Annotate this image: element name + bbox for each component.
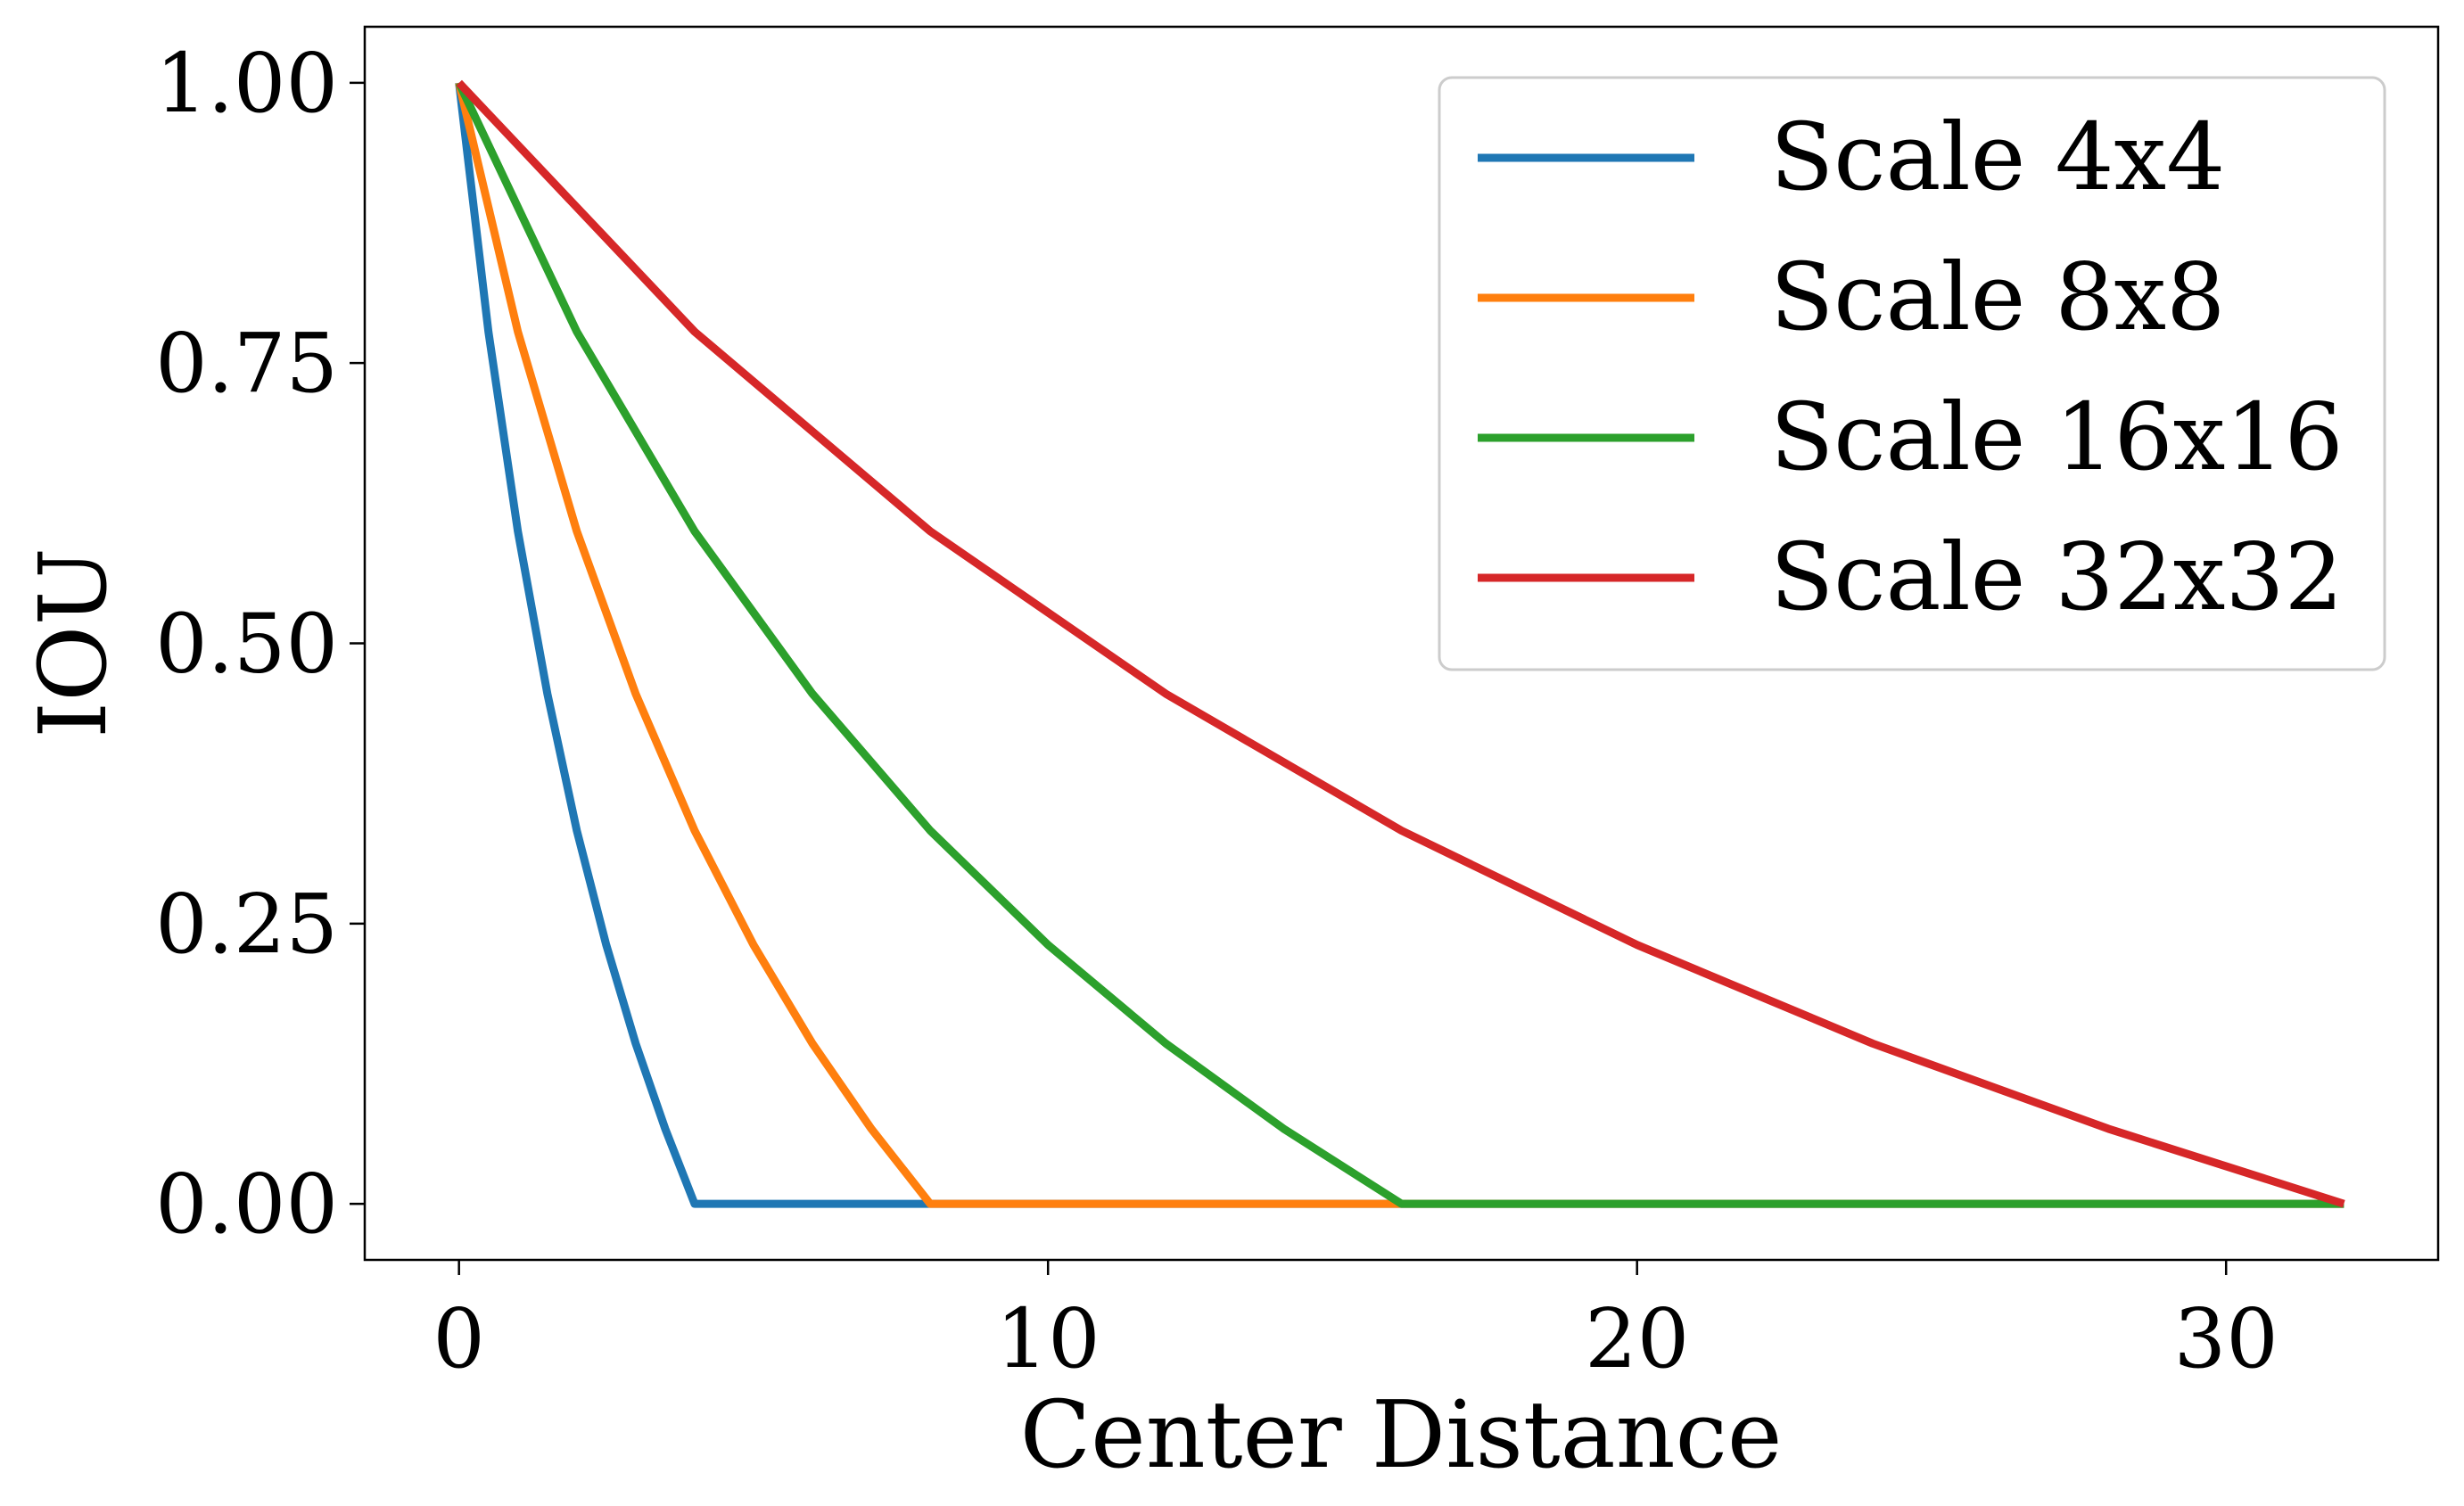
- legend-frame: [1438, 76, 2386, 671]
- series-line-2: [455, 81, 2345, 1208]
- series-line-3: [455, 80, 2345, 1208]
- legend: Scale 4x4 Scale 8x8 Scale 16x16 Scale 32x32: [1438, 76, 2386, 671]
- x-axis-title: Center Distance: [1020, 1380, 1783, 1489]
- x-tick-label: 30: [2174, 1291, 2279, 1387]
- x-tick-label: 20: [1585, 1291, 1689, 1387]
- y-axis-ticks: 0.00 0.25 0.50 0.75 1.00: [155, 36, 365, 1252]
- x-axis-ticks: 0 10 20 30: [433, 1260, 2279, 1387]
- x-tick-label: 10: [996, 1291, 1100, 1387]
- y-axis-title: IOU: [19, 547, 128, 738]
- y-tick-label: 0.50: [155, 597, 338, 692]
- legend-label-1: Scale 4x4: [1770, 103, 2225, 211]
- legend-label-3: Scale 16x16: [1770, 383, 2344, 491]
- legend-label-4: Scale 32x32: [1770, 523, 2344, 631]
- x-tick-label: 0: [433, 1291, 485, 1387]
- series-layer: [455, 79, 2345, 1208]
- legend-label-2: Scale 8x8: [1770, 243, 2225, 351]
- y-tick-label: 0.25: [155, 876, 338, 972]
- y-tick-label: 0.00: [155, 1156, 338, 1252]
- series-line-4: [456, 79, 2345, 1208]
- y-tick-label: 0.75: [155, 316, 338, 411]
- y-tick-label: 1.00: [155, 36, 338, 131]
